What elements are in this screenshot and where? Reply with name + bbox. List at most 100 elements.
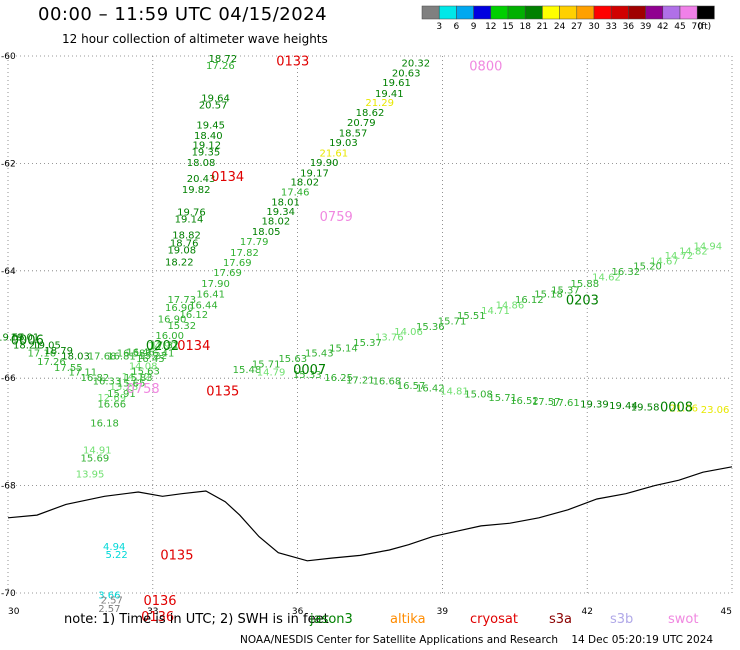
wave-height-point: 17.46 [281,188,310,199]
wave-height-point: 18.82 [172,231,201,242]
pass-time-label: 0136 [141,610,174,625]
wave-height-point: 14.90 [148,341,177,352]
sat-altika: altika [390,612,426,627]
wave-height-point: 16.42 [416,384,445,395]
legend-swatch [507,5,526,20]
wave-height-point: 17.11 [68,368,97,379]
legend-swatch [438,5,457,20]
wave-height-point: 19.90 [310,158,339,169]
legend-tick-label: 12 [485,22,496,32]
wave-height-point: 21.29 [365,98,394,109]
wave-height-point: 18.01 [271,197,300,208]
wave-height-point: 16.00 [155,331,184,342]
legend-tick-label: 6 [454,22,460,32]
wave-height-point: 15.71 [438,317,467,328]
legend-swatch [421,5,440,20]
y-tick-label: -62 [1,159,16,169]
wave-height-point: 19.55 [0,333,25,344]
wave-height-point: 18.02 [262,217,291,228]
note-text: note: 1) Time is in UTC; 2) SWH is in fe… [64,612,329,627]
wave-height-point: 15.32 [167,321,196,332]
y-tick-label: -68 [1,482,16,492]
legend-swatch [576,5,595,20]
wave-height-point: 19.12 [193,140,222,151]
wave-height-point: 15.43 [305,349,334,360]
y-tick-label: -64 [1,267,16,277]
legend-tick-label: 21 [537,22,548,32]
legend-swatch [628,5,646,20]
pass-time-label: 0758 [127,382,160,397]
x-tick-label: 36 [292,607,304,617]
wave-height-point: 16.81 [107,351,136,362]
x-tick-label: 45 [721,607,732,617]
legend-tick-label: 33 [605,22,616,32]
wave-height-point: 14.12 [122,372,151,383]
wave-height-point: 16.12 [515,295,544,306]
axes: -60 -62 -64 -66 -68 -70 30 33 36 39 42 45 [1,52,732,617]
pass-time-label: 0136 [143,594,176,609]
wave-height-point: 18.21 [13,341,42,352]
wave-height-point: 19.14 [175,214,204,225]
sat-jason3: jason3 [310,612,353,627]
y-tick-label: -66 [1,374,16,384]
wave-height-point: 15.18 [534,290,563,301]
wave-height-point: 17.90 [201,279,230,290]
coastline-path [7,466,733,562]
wave-height-point: 17.55 [54,363,83,374]
legend-swatch [473,5,492,20]
wave-height-point: 17.79 [240,237,269,248]
legend-tick-label: 15 [502,22,513,32]
wave-height-point: 17.61 [551,398,580,409]
wave-height-point: 14.86 [496,300,525,311]
wave-height-point: 19.64 [201,94,230,105]
wave-height-point: 4.94 [103,542,125,553]
wave-height-point: 19.17 [300,168,329,179]
wave-height-point: 17.26 [37,357,66,368]
wave-height-point: 15.65 [117,378,146,389]
wave-height-point: 18.02 [291,177,320,188]
wave-height-point: 18.72 [208,54,237,65]
color-legend: 3 6 9 12 15 18 21 24 27 30 33 36 39 42 45 70(ft) [421,5,715,32]
wave-height-point: 19.01 [11,333,40,344]
wave-height-point: 17.21 [346,376,375,387]
wave-height-point: 3.66 [98,590,120,601]
legend-tick-label: 27 [571,22,582,32]
legend-tick-label: 30 [588,22,600,32]
pass-time-label: 0800 [469,60,502,75]
wave-height-point: 19.58 [631,402,660,413]
wave-height-point: 19.45 [196,120,225,131]
wave-height-point: 18.05 [252,227,281,238]
wave-height-point: 14.94 [694,241,723,252]
wave-height-point: 14.71 [481,306,510,317]
wave-height-point: 16.68 [373,377,402,388]
wave-height-point: 21.61 [319,148,348,159]
legend-tick-label: 18 [519,22,531,32]
wave-height-point: 16.82 [81,373,110,384]
wave-height-point: 18.57 [339,129,368,140]
x-tick-label: 33 [147,607,158,617]
wave-height-point: 14.82 [679,247,708,258]
wave-height-point: 16.52 [510,396,539,407]
wave-height-point: 14.81 [440,386,469,397]
wave-height-point: 5.22 [105,550,127,561]
wave-height-point: 15.37 [353,338,382,349]
pass-time-label: 0134 [211,170,244,185]
wave-height-point: 18.62 [356,108,385,119]
wave-height-point: 14.06 [394,327,423,338]
wave-height-point: 13.28 [110,382,139,393]
wave-height-point: 16.46 [126,348,155,359]
wave-height-point: 16.44 [189,300,218,311]
wave-height-point: 16.12 [180,310,209,321]
legend-swatch [696,5,715,20]
wave-height-point: 15.08 [464,390,493,401]
sat-s3a: s3a [549,612,573,627]
x-tick-label: 39 [437,607,449,617]
legend-tick-label: 39 [640,22,652,32]
wave-height-point: 2.57 [101,596,123,607]
wave-height-point: 15.37 [551,285,580,296]
wave-height-point: 14.72 [665,251,694,262]
wave-height-point: 19.76 [177,207,206,218]
wave-height-point: 15.63 [131,366,160,377]
legend-unit: (ft) [698,22,712,32]
